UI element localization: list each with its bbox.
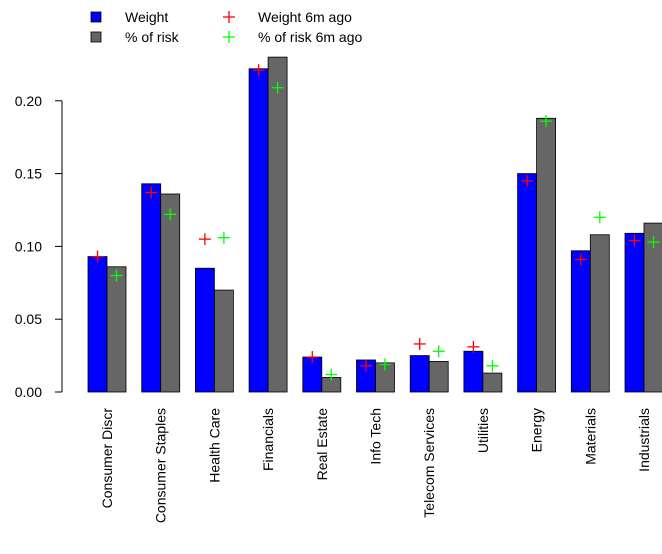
x-tick-label: Health Care (206, 408, 222, 483)
x-tick-label: Energy (529, 408, 545, 452)
data-marker (252, 64, 265, 77)
data-marker (198, 233, 211, 246)
legend-swatch (90, 31, 102, 43)
x-tick-label: Telecom Services (421, 408, 437, 518)
data-marker (271, 81, 284, 94)
bar (160, 193, 181, 393)
data-marker (145, 186, 158, 199)
bar (428, 361, 449, 393)
legend-label: Weight (125, 9, 168, 25)
data-marker (413, 337, 426, 350)
data-marker (164, 208, 177, 221)
legend-swatch (90, 11, 102, 23)
x-axis-labels: Consumer Discr Consumer Staples Health Car… (99, 408, 652, 524)
bar (624, 232, 645, 393)
data-marker (306, 351, 319, 364)
y-tick-label: 0.05 (15, 311, 42, 327)
bar (248, 68, 269, 393)
data-marker (521, 174, 534, 187)
data-marker (379, 358, 391, 371)
y-tick-label: 0.00 (15, 384, 42, 400)
x-tick-label: Financials (260, 408, 276, 471)
x-tick-label: Real Estate (314, 408, 330, 481)
x-tick-label: Consumer Discr (99, 408, 115, 509)
legend-marker (223, 11, 235, 23)
bar (87, 256, 108, 393)
data-marker (325, 368, 338, 381)
bar (106, 266, 127, 393)
x-tick-label: Utilities (475, 408, 491, 453)
x-tick-label: Consumer Staples (153, 408, 169, 523)
data-marker (647, 236, 660, 249)
bar (589, 234, 610, 393)
bar (213, 289, 234, 393)
markers-layer (91, 64, 660, 381)
bar (463, 350, 484, 393)
bar (409, 355, 430, 393)
y-axis: 0.00 0.05 0.10 0.15 0.20 (15, 93, 63, 400)
y-tick-label: 0.15 (15, 166, 42, 182)
data-marker (110, 269, 123, 282)
x-tick-label: Materials (582, 408, 598, 465)
data-marker (574, 253, 587, 266)
legend-label: % of risk 6m ago (258, 29, 362, 45)
x-tick-label: Industrials (636, 408, 652, 472)
legend-label: % of risk (125, 29, 180, 45)
bar (570, 250, 591, 393)
bar (141, 183, 162, 393)
data-marker (467, 340, 480, 353)
data-marker (360, 359, 372, 372)
y-tick-label: 0.10 (15, 238, 42, 254)
data-marker (91, 250, 104, 263)
bar (536, 117, 556, 393)
data-marker (593, 211, 606, 224)
data-marker (540, 115, 553, 128)
data-marker (628, 234, 641, 247)
y-tick-label: 0.20 (15, 93, 42, 109)
data-marker (217, 231, 230, 244)
data-marker (486, 359, 499, 372)
bar (267, 56, 288, 393)
bars-layer (87, 56, 662, 393)
bar (643, 222, 662, 393)
bar (482, 372, 503, 393)
bar (194, 267, 215, 393)
legend-marker (223, 31, 235, 43)
data-marker (432, 345, 445, 358)
legend: Weight % of risk Weight 6m ago % of risk 6m… (90, 9, 362, 45)
bar (517, 173, 537, 393)
x-tick-label: Info Tech (368, 408, 384, 465)
legend-label: Weight 6m ago (258, 9, 352, 25)
